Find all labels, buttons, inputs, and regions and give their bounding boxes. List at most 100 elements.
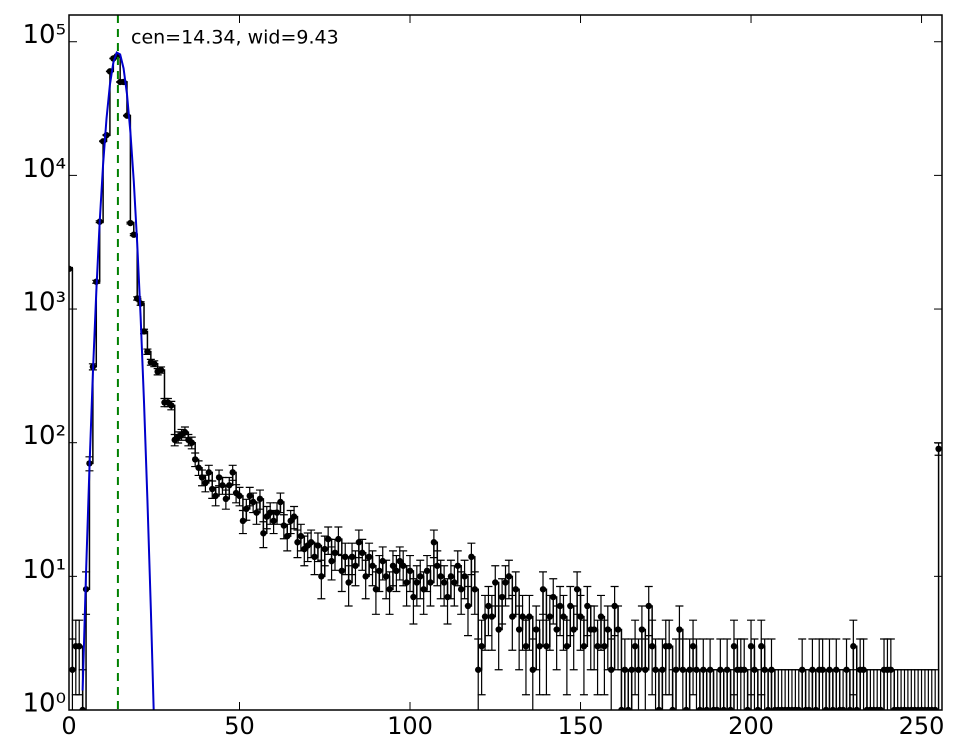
data-point (195, 464, 202, 471)
data-point (563, 643, 571, 650)
error-bar (743, 669, 752, 710)
data-point (396, 557, 403, 565)
data-point (318, 573, 325, 580)
x-tick-label: 0 (61, 712, 76, 740)
data-point (372, 586, 380, 593)
data-point (522, 643, 530, 650)
data-point (352, 562, 359, 569)
y-tick-label: 10⁴ (22, 154, 66, 184)
data-point (730, 643, 738, 650)
data-point (348, 553, 356, 561)
data-point (795, 706, 802, 710)
data-point (618, 706, 625, 710)
data-point (321, 545, 328, 553)
data-point (703, 706, 710, 710)
data-point (556, 602, 564, 610)
data-point (676, 626, 683, 633)
data-point (236, 492, 243, 500)
error-bar (579, 619, 588, 696)
error-bar (716, 638, 725, 710)
error-bar (511, 571, 520, 615)
error-bar (402, 565, 411, 607)
data-point (157, 366, 165, 374)
error-bar (818, 638, 827, 710)
data-point (447, 573, 455, 580)
data-point (696, 706, 704, 710)
data-point (427, 579, 434, 586)
error-bar (726, 669, 735, 710)
step-line (82, 589, 87, 710)
data-point (464, 602, 472, 610)
step-line (935, 448, 940, 710)
error-bar (634, 638, 643, 710)
error-bar (689, 619, 698, 696)
data-point (846, 706, 854, 710)
error-bar (521, 619, 530, 696)
error-bar (600, 619, 609, 696)
data-point (437, 573, 444, 580)
error-bar (845, 669, 854, 710)
y-tick-label: 10³ (22, 288, 66, 318)
error-bar (525, 594, 534, 651)
data-point (625, 706, 632, 710)
fit-curve (81, 51, 155, 710)
data-point (430, 539, 438, 546)
error-bar (477, 619, 486, 696)
data-point (505, 573, 513, 580)
data-point (481, 613, 489, 620)
y-tick-label: 10⁰ (22, 689, 66, 719)
data-point (403, 579, 410, 586)
data-point (417, 573, 424, 580)
error-bar (825, 638, 834, 710)
error-bar (566, 585, 575, 637)
data-point (683, 706, 690, 710)
data-point (850, 643, 857, 650)
data-point (151, 360, 158, 367)
data-point (686, 666, 693, 673)
error-bar (474, 638, 483, 710)
data-point (539, 586, 547, 593)
data-point (631, 643, 639, 650)
data-point (256, 495, 264, 503)
error-bar (535, 619, 544, 696)
error-bar (798, 638, 807, 710)
data-point (495, 626, 502, 633)
data-point (246, 492, 253, 500)
error-bar (740, 638, 749, 710)
error-bar (518, 594, 527, 651)
error-bar (672, 638, 681, 710)
data-point (573, 586, 581, 593)
annotation: cen=14.34, wid=9.43 (131, 27, 339, 49)
data-point (488, 613, 496, 620)
data-point (386, 586, 393, 593)
data-point (280, 522, 288, 529)
error-bar (610, 585, 619, 637)
data-point (853, 706, 860, 710)
error-bar (576, 594, 585, 651)
error-bar (515, 605, 524, 671)
data-point (127, 219, 134, 227)
data-point (270, 517, 277, 525)
error-bar (699, 638, 708, 710)
plot-area (69, 15, 942, 710)
error-bar (760, 638, 769, 710)
data-point (69, 666, 76, 673)
error-bar (729, 619, 738, 696)
data-point (314, 542, 322, 549)
y-tick-label: 10² (22, 421, 66, 451)
data-point (628, 666, 635, 673)
data-point (331, 549, 339, 557)
data-point (546, 613, 554, 620)
error-bar (426, 565, 435, 607)
data-point (277, 498, 284, 506)
data-point (454, 562, 461, 569)
error-bar (723, 638, 732, 710)
data-point (440, 579, 448, 586)
error-bar (886, 638, 895, 710)
error-bar (562, 619, 571, 696)
data-point (645, 602, 652, 610)
data-point (935, 445, 942, 453)
x-tick-label: 150 (558, 712, 604, 740)
error-bar (569, 605, 578, 671)
data-point (249, 498, 257, 506)
